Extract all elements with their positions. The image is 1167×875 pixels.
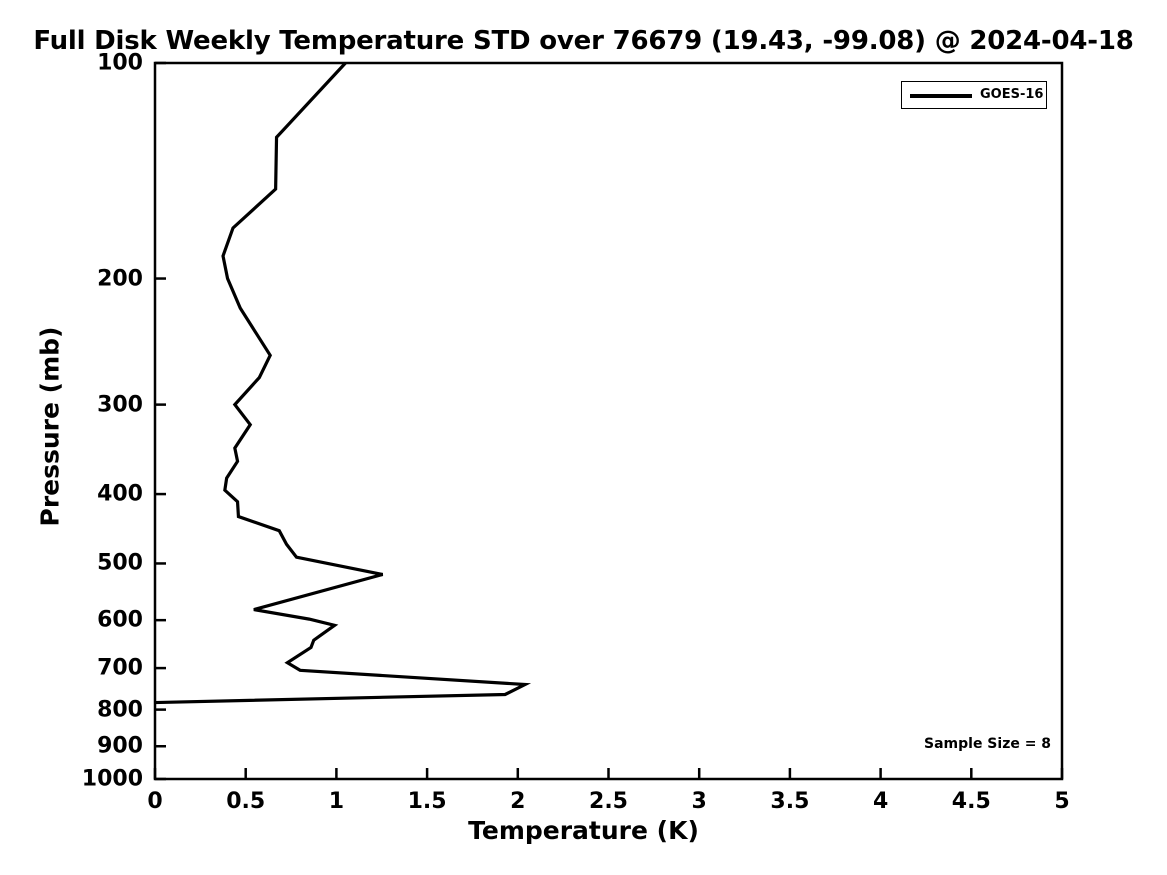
y-tick-marks (155, 61, 166, 781)
x-axis-title: Temperature (K) (468, 816, 699, 845)
x-tick-label: 2.5 (589, 789, 628, 814)
x-tick-label: 1 (328, 789, 345, 814)
legend: GOES-16 (901, 81, 1047, 109)
y-axis-title: Pressure (mb) (35, 326, 65, 527)
x-tick-label: 1.5 (407, 789, 447, 814)
y-tick-label: 1000 (81, 766, 143, 792)
axes-border (153, 61, 1064, 781)
y-tick-label: 300 (97, 392, 143, 418)
x-tick-label: 0 (147, 789, 163, 814)
y-tick-label: 800 (97, 697, 143, 723)
x-tick-label: 2 (510, 789, 526, 814)
sample-size-annotation: Sample Size = 8 (924, 736, 1052, 752)
page-title: Full Disk Weekly Temperature STD over 76… (33, 26, 1134, 56)
x-tick-label: 4 (872, 789, 889, 814)
x-tick-marks (153, 768, 1064, 779)
axes-frame (153, 61, 1064, 781)
y-tick-label: 700 (97, 655, 143, 681)
y-tick-label: 900 (97, 733, 143, 759)
x-tick-label: 3.5 (770, 789, 810, 814)
data-series-group (154, 61, 532, 705)
x-tick-label: 0.5 (226, 789, 266, 814)
y-tick-label: 500 (97, 550, 143, 576)
legend-entry-label: GOES-16 (980, 87, 1044, 102)
y-tick-label: 100 (97, 50, 143, 76)
y-tick-label: 400 (97, 481, 143, 507)
y-tick-label: 600 (97, 607, 143, 633)
x-tick-label: 4.5 (951, 789, 991, 814)
x-tick-label: 3 (691, 789, 707, 814)
series-line-goes-16 (154, 61, 532, 705)
x-tick-label: 5 (1054, 789, 1070, 814)
legend-line-swatch (910, 94, 972, 98)
y-tick-label: 200 (97, 266, 143, 292)
